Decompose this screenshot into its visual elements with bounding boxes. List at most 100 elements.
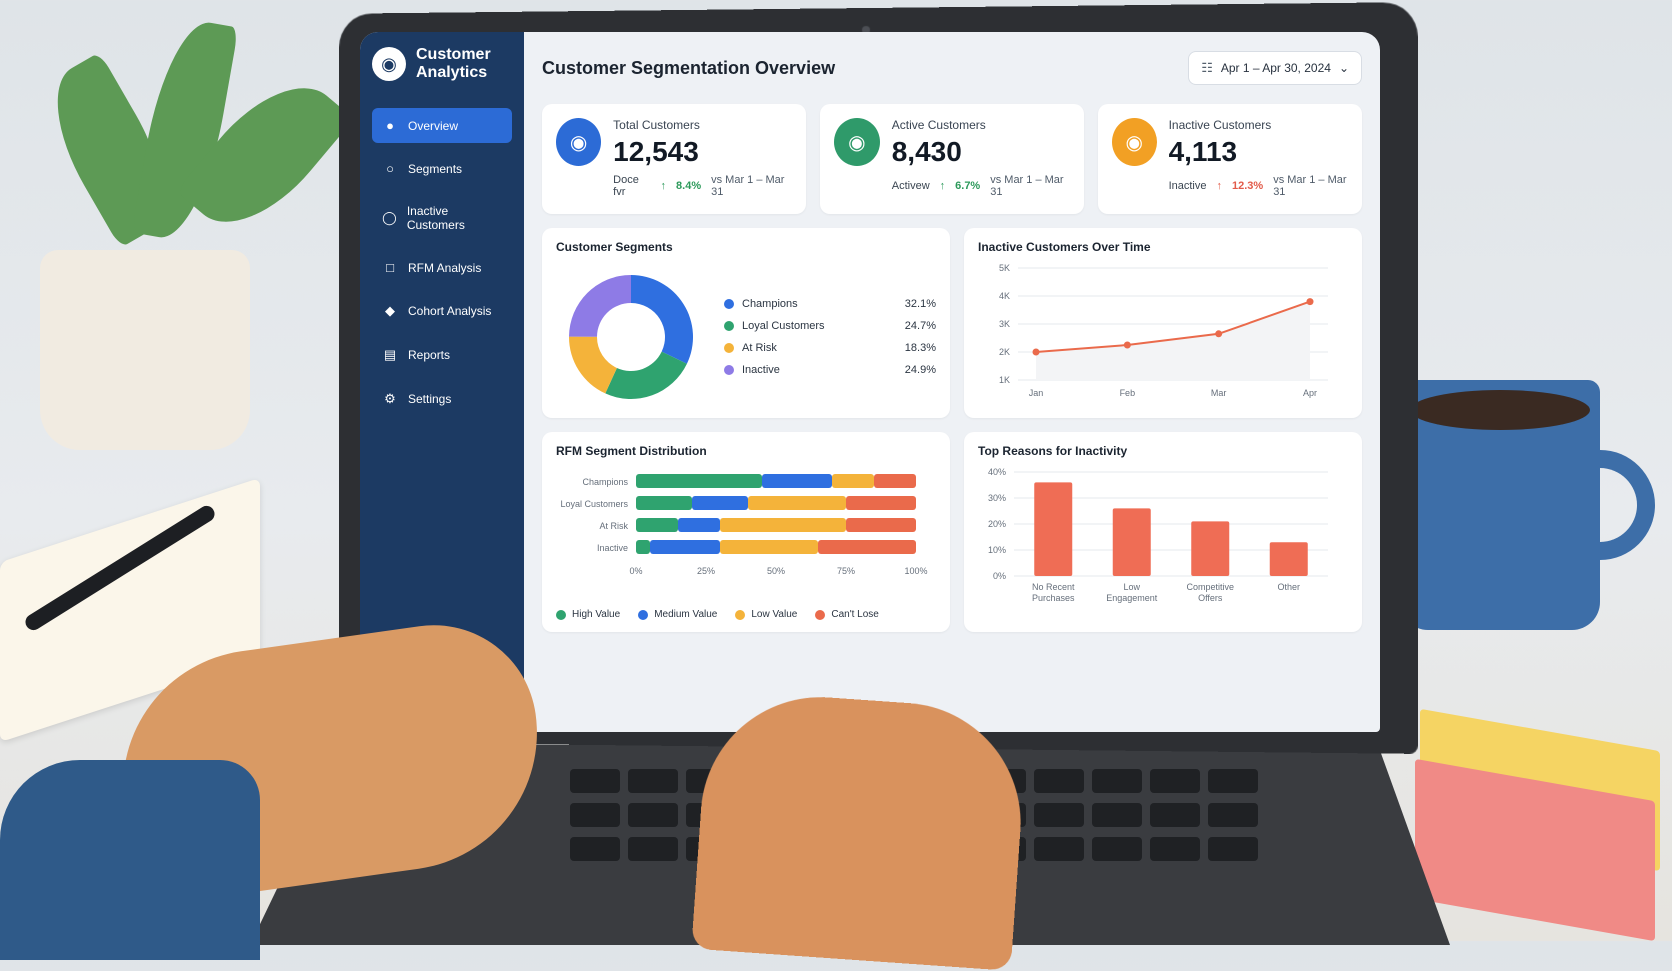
legend-label: Inactive bbox=[742, 364, 780, 376]
users-logo-icon: ◉ bbox=[372, 47, 406, 81]
users-icon: ◉ bbox=[556, 118, 602, 166]
kpi-value: 4,113 bbox=[1168, 136, 1238, 167]
date-range-label: Apr 1 – Apr 30, 2024 bbox=[1220, 61, 1331, 75]
date-range-picker[interactable]: ☷ Apr 1 – Apr 30, 2024 ⌄ bbox=[1188, 51, 1362, 85]
kpi-delta: 6.7% bbox=[955, 180, 981, 192]
bar bbox=[1191, 521, 1230, 576]
bar-segment bbox=[846, 518, 916, 532]
kpi-inactive-customers: ◉ Inactive Customers 4,113 Inactive ↑ 12… bbox=[1098, 104, 1362, 214]
x-category-label: Low Engagement bbox=[1106, 582, 1158, 603]
sidebar: ◉ Customer Analytics ● Overview ○ Segmen… bbox=[360, 32, 524, 732]
sidebar-item-label: Settings bbox=[408, 392, 452, 406]
legend-dot bbox=[724, 321, 734, 331]
users-icon: ◉ bbox=[1112, 118, 1157, 166]
dashboard-screen: ◉ Customer Analytics ● Overview ○ Segmen… bbox=[360, 32, 1380, 732]
cohort-icon: ◆ bbox=[385, 303, 395, 318]
kpi-delta: 8.4% bbox=[676, 180, 702, 192]
x-category-label: Other bbox=[1277, 582, 1300, 592]
kpi-active-customers: ◉ Active Customers 8,430 Activew ↑ 6.7% … bbox=[820, 104, 1084, 214]
calendar-icon: ☷ bbox=[1201, 60, 1213, 75]
bar-segment bbox=[650, 540, 720, 554]
legend-item: Can't Lose bbox=[815, 609, 879, 620]
kpi-subtext: Inactive ↑ 12.3% vs Mar 1 – Mar 31 bbox=[1169, 174, 1348, 198]
kpi-tag: Inactive bbox=[1168, 180, 1207, 192]
legend-dot bbox=[724, 299, 734, 309]
y-tick-label: 5K bbox=[999, 263, 1010, 273]
kpi-delta-text: vs Mar 1 – Mar 31 bbox=[711, 174, 785, 198]
card-title: Customer Segments bbox=[556, 240, 673, 254]
bar-segment bbox=[678, 518, 720, 532]
sidebar-item-segments[interactable]: ○ Segments bbox=[372, 151, 512, 186]
y-category-label: Loyal Customers bbox=[560, 499, 628, 509]
settings-icon: ⚙ bbox=[384, 391, 396, 406]
sidebar-item-overview[interactable]: ● Overview bbox=[372, 108, 512, 143]
rfm-legend: High Value Medium Value Low Value Can't … bbox=[556, 609, 936, 620]
users-icon: ◉ bbox=[834, 118, 880, 166]
x-tick-label: 75% bbox=[837, 566, 855, 576]
legend-row: Champions 32.1% bbox=[724, 298, 936, 310]
kpi-tag: Activew bbox=[891, 180, 930, 192]
pie-slice bbox=[569, 275, 631, 337]
bar-segment bbox=[636, 518, 678, 532]
pie-slice bbox=[631, 275, 693, 364]
bar-segment bbox=[636, 496, 692, 510]
legend-value: 18.3% bbox=[904, 342, 936, 354]
x-tick-label: Mar bbox=[1211, 388, 1227, 398]
sidebar-item-label: Segments bbox=[408, 161, 463, 176]
bar-segment bbox=[832, 474, 874, 488]
customer-segments-card: Customer Segments Champions 32.1% Loyal … bbox=[542, 228, 950, 418]
y-category-label: Inactive bbox=[597, 543, 628, 553]
bar-segment bbox=[636, 540, 650, 554]
inactive-over-time-card: Inactive Customers Over Time 1K 2K 3K 4K 5K J… bbox=[964, 228, 1362, 418]
sidebar-item-reports[interactable]: ▤ Reports bbox=[372, 337, 512, 373]
kpi-label: Total Customers bbox=[613, 118, 700, 132]
kpi-row: ◉ Total Customers 12,543 Doce fvr ↑ 8.4%… bbox=[542, 104, 1362, 214]
bar-segment bbox=[720, 540, 818, 554]
legend-value: 32.1% bbox=[904, 298, 936, 310]
data-point bbox=[1215, 330, 1223, 338]
brand-name: Customer Analytics bbox=[416, 46, 491, 81]
bar-segment bbox=[762, 474, 832, 488]
y-tick-label: 2K bbox=[999, 347, 1010, 357]
x-tick-label: Jan bbox=[1029, 388, 1044, 398]
legend-label: Loyal Customers bbox=[742, 320, 825, 332]
bar-segment bbox=[692, 496, 748, 510]
legend-dot bbox=[724, 343, 734, 353]
bar-segment bbox=[720, 518, 846, 532]
sidebar-item-settings[interactable]: ⚙ Settings bbox=[372, 381, 512, 417]
data-point bbox=[1123, 341, 1131, 349]
x-tick-label: 100% bbox=[904, 566, 927, 576]
arrow-up-icon: ↑ bbox=[1216, 180, 1222, 192]
x-tick-label: 50% bbox=[767, 566, 785, 576]
pie-slice bbox=[605, 351, 687, 399]
chart-grid: Customer Segments Champions 32.1% Loyal … bbox=[542, 228, 1362, 632]
overview-icon: ● bbox=[386, 118, 394, 133]
sidebar-item-label: RFM Analysis bbox=[408, 260, 482, 275]
bar-segment bbox=[846, 496, 916, 510]
legend-item: High Value bbox=[556, 609, 620, 620]
sidebar-item-inactive-customers[interactable]: ◯ Inactive Customers bbox=[372, 194, 512, 242]
reports-icon: ▤ bbox=[383, 347, 397, 362]
kpi-label: Active Customers bbox=[891, 118, 986, 132]
x-tick-label: 25% bbox=[697, 566, 715, 576]
sidebar-item-cohort-analysis[interactable]: ◆ Cohort Analysis bbox=[372, 293, 512, 329]
x-tick-label: Feb bbox=[1120, 388, 1136, 398]
rfm-distribution-card: RFM Segment Distribution Champions Loyal … bbox=[542, 432, 950, 632]
left-sleeve bbox=[0, 760, 260, 960]
x-tick-label: 0% bbox=[629, 566, 642, 576]
y-tick-label: 40% bbox=[988, 467, 1006, 477]
legend-value: 24.9% bbox=[904, 364, 936, 376]
bar-segment bbox=[636, 474, 762, 488]
y-category-label: Champions bbox=[582, 477, 628, 487]
sidebar-item-label: Overview bbox=[408, 118, 459, 133]
kpi-label: Inactive Customers bbox=[1168, 118, 1272, 132]
x-tick-label: Apr bbox=[1303, 388, 1317, 398]
rfm-stacked-bar-chart: Champions Loyal Customers At Risk Inactive 0… bbox=[560, 474, 928, 576]
y-tick-label: 4K bbox=[999, 291, 1010, 301]
kpi-value: 8,430 bbox=[891, 136, 962, 167]
bar bbox=[1112, 508, 1151, 576]
legend-row: At Risk 18.3% bbox=[724, 342, 936, 354]
rfm-icon: □ bbox=[386, 260, 394, 275]
sidebar-item-rfm-analysis[interactable]: □ RFM Analysis bbox=[372, 250, 512, 285]
pie-slice bbox=[569, 336, 617, 394]
